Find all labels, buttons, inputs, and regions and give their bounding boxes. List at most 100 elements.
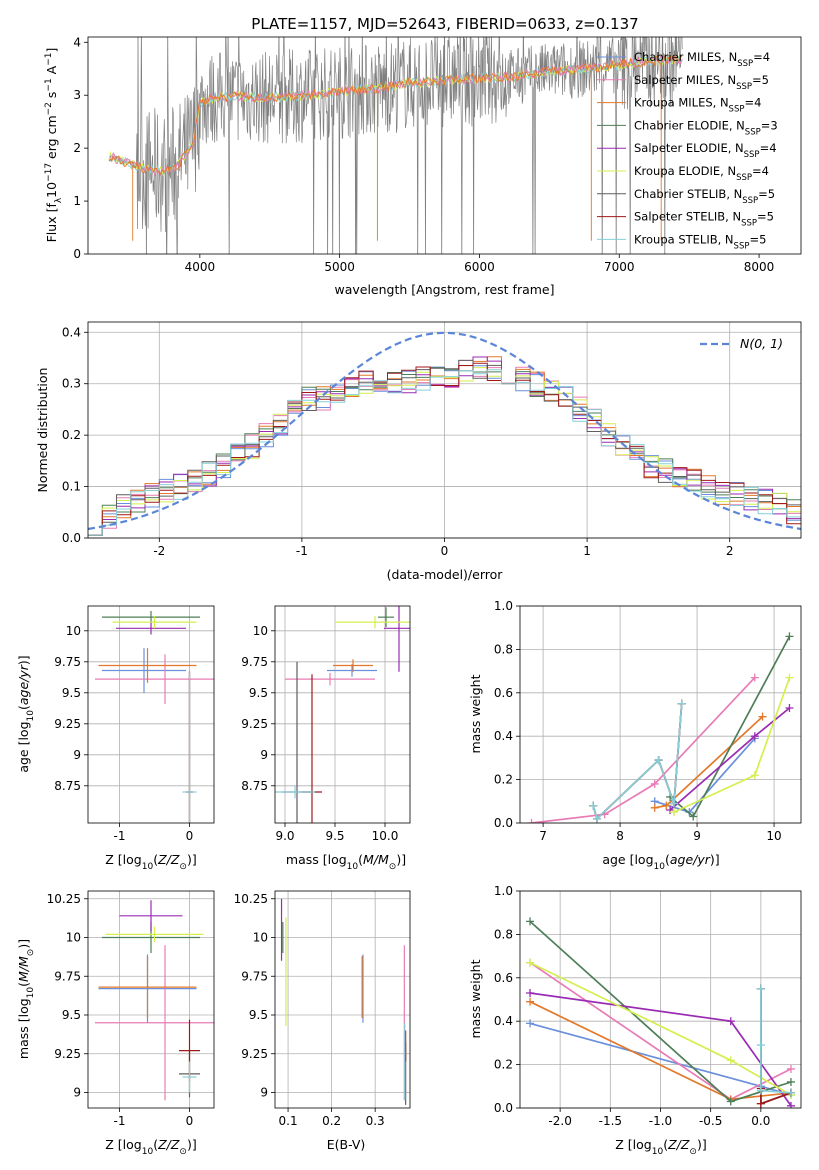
series-marker-salpeter_miles [786, 1064, 795, 1073]
histogram-salpeter_stelib [88, 362, 801, 536]
x-tick-label: 8 [616, 829, 624, 843]
y-tick-label: 0.8 [494, 642, 513, 656]
legend-label-chabrier_stelib: Chabrier STELIB, NSSP=5 [634, 187, 775, 206]
y-tick-label: 9.25 [54, 717, 81, 731]
plot-area [280, 898, 407, 1105]
axes-frame [87, 36, 802, 255]
x-axis-label: E(B-V) [327, 1137, 366, 1152]
label-part: Z [log [615, 1137, 651, 1152]
x-axis-label: Z [log10(Z/Z⊙)] [105, 852, 196, 872]
y-tick-label: 8.75 [241, 779, 268, 793]
y-tick-label: 0 [73, 247, 81, 261]
axes-frame [274, 890, 411, 1109]
label-part: )] [710, 852, 720, 867]
legend-tail: =4 [753, 50, 770, 64]
data-spectrum-line [108, 37, 683, 254]
x-tick-label: 7000 [604, 260, 635, 274]
y-axis-label: age [log10(age/yr)] [16, 655, 36, 772]
series-marker-salpeter_miles [650, 779, 659, 788]
series-marker-kroupa_miles [526, 997, 535, 1006]
series-line-salpeter_elodie [669, 707, 791, 811]
legend-sub: SSP [736, 82, 752, 92]
series-marker-salpeter_elodie [785, 703, 794, 712]
label-part: age [log [16, 721, 31, 772]
x-tick-label: 4000 [185, 260, 216, 274]
series-marker-kroupa_elodie [785, 673, 794, 682]
legend-tail: =4 [760, 141, 777, 155]
y-tick-label: 0.3 [62, 377, 81, 391]
label-part: 10 [652, 1147, 664, 1157]
label-part: ( [665, 852, 670, 867]
label-part: mass [log [286, 852, 347, 867]
label-part: Flux [f [44, 203, 59, 243]
x-tick-label: -0.5 [699, 1114, 722, 1128]
label-part: ⊙ [26, 949, 36, 957]
x-tick-label: 9.5 [325, 829, 344, 843]
label-part: 10 [26, 987, 36, 999]
legend-sub: SSP [737, 59, 753, 69]
x-axis-label: Z [log10(Z/Z⊙)] [105, 1137, 196, 1157]
plot-area [88, 331, 801, 536]
y-tick-label: 10 [253, 624, 268, 638]
series-marker-kroupa_elodie [726, 1056, 735, 1065]
legend-sub: SSP [742, 196, 758, 206]
legend-label-salpeter_elodie: Salpeter ELODIE, NSSP=4 [634, 141, 777, 160]
series-marker-kroupa_stelib [589, 801, 598, 810]
label-part: )] [187, 852, 197, 867]
label-part: ( [153, 1137, 158, 1152]
histogram-chabrier_stelib [88, 359, 801, 536]
series-line-salpeter_stelib [592, 703, 683, 821]
label-part: ⊙ [179, 1147, 187, 1157]
x-tick-label: 0.1 [279, 1114, 298, 1128]
label-part: ( [16, 705, 31, 710]
series-line-chabrier_stelib [592, 703, 683, 821]
y-tick-label: 2 [73, 141, 81, 155]
legend-text: Chabrier STELIB, N [634, 187, 742, 201]
y-tick-label: 0.2 [494, 773, 513, 787]
legend-text: Chabrier ELODIE, N [634, 118, 745, 132]
y-tick-label: 10.25 [47, 892, 81, 906]
label-part: ] [44, 48, 59, 53]
plot-area [275, 606, 410, 823]
x-tick-label: -1 [114, 1114, 126, 1128]
panel-mass_vs_ebv: 0.1 0.2 0.3 9 9.25 9.5 9.75 10 10.25 E(B-V) [234, 890, 411, 1152]
y-axis-label: mass weight [468, 674, 483, 753]
x-axis-label: wavelength [Angstrom, rest frame] [334, 282, 554, 297]
legend-tail: =4 [744, 96, 761, 110]
x-axis-label: mass [log10(M/M⊙)] [286, 852, 406, 872]
label-part: mass [log [16, 998, 31, 1059]
legend-label-chabrier_elodie: Chabrier ELODIE, NSSP=3 [634, 118, 778, 137]
legend-sub: SSP [736, 173, 752, 183]
legend-label-chabrier_miles: Chabrier MILES, NSSP=4 [634, 50, 770, 69]
label-part: age [log [602, 852, 653, 867]
legend-tail: =5 [749, 232, 766, 246]
x-tick-label: -1 [296, 544, 308, 558]
legend-text: Chabrier MILES, N [634, 50, 737, 64]
y-tick-label: 8.75 [54, 779, 81, 793]
label-part: s [44, 92, 59, 103]
x-tick-label: 0 [186, 1114, 194, 1128]
x-axis-label: (data-model)/error [387, 567, 504, 582]
label-part: )] [697, 1137, 707, 1152]
y-tick-label: 0.4 [494, 1014, 513, 1028]
x-tick-label: 9 [693, 829, 701, 843]
label-part: λ [54, 197, 64, 203]
model-line-kroupa_miles [108, 54, 683, 176]
y-tick-label: 9.5 [62, 686, 81, 700]
series-line-kroupa_stelib [760, 988, 792, 1094]
plot-area [95, 900, 214, 1101]
x-tick-label: 9.0 [275, 829, 294, 843]
series-marker-kroupa_miles [650, 803, 659, 812]
label-part: 10 [347, 862, 359, 872]
legend-sub: SSP [729, 105, 745, 115]
normal-curve [88, 331, 801, 531]
series-marker-chabrier_miles [685, 808, 694, 817]
y-tick-label: 0.4 [62, 325, 81, 339]
plot-area [526, 917, 795, 1108]
plot-area [108, 37, 683, 254]
legend-label-kroupa_stelib: Kroupa STELIB, NSSP=5 [634, 232, 766, 251]
series-marker-kroupa_stelib [756, 1041, 765, 1050]
panel-mass_weight_vs_Z: -2.0 -1.5 -1.0 -0.5 0.0 0.0 0.2 0.4 0.6 0.8 1.0 Z [… [468, 884, 802, 1157]
x-tick-label: -1.5 [599, 1114, 622, 1128]
